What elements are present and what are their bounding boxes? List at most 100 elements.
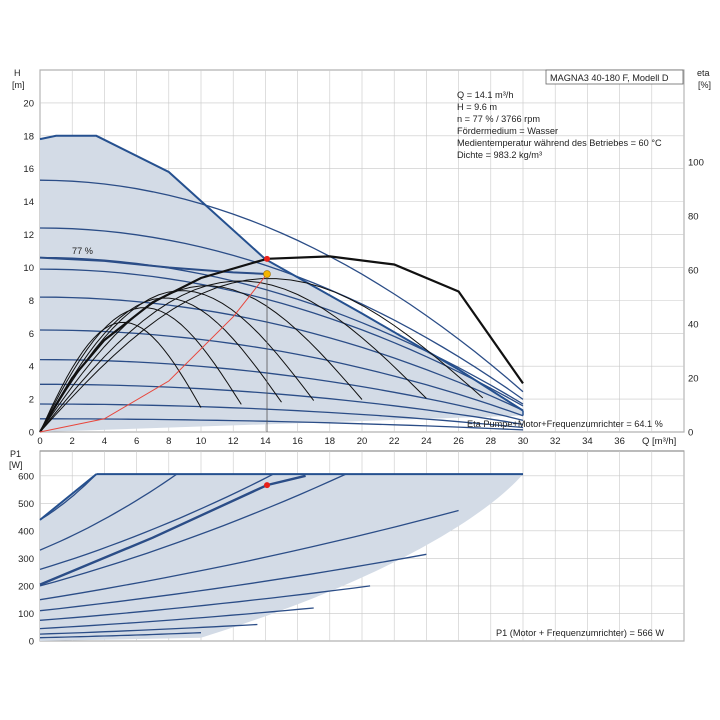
speed-label: 77 % — [72, 246, 93, 256]
x-tick-label: 6 — [134, 436, 139, 447]
info-line: Medientemperatur während des Betriebes =… — [457, 138, 662, 148]
efficiency-curve — [39, 307, 242, 433]
info-box: MAGNA3 40-180 F, Modell D Q = 14.1 m³/h … — [457, 69, 684, 160]
y-tick-label: 18 — [23, 131, 34, 142]
efficiency-curve — [39, 285, 363, 433]
x-tick-label: 18 — [325, 436, 336, 447]
h-axis-unit: [m] — [12, 80, 25, 90]
power-curve — [39, 473, 274, 571]
y-tick-label: 12 — [23, 230, 34, 241]
eta-axis-title: eta — [697, 68, 710, 78]
p1-tick-label: 600 — [18, 471, 34, 482]
efficiency-curve — [39, 278, 484, 433]
efficiency-curve — [39, 321, 202, 433]
x-tick-label: 10 — [196, 436, 207, 447]
x-tick-label: 0 — [37, 436, 42, 447]
power-curve — [39, 632, 202, 639]
x-tick-label: 34 — [582, 436, 593, 447]
x-tick-label: 8 — [166, 436, 171, 447]
x-tick-label: 30 — [518, 436, 529, 447]
p1-axis-unit: [W] — [9, 460, 23, 470]
y-tick-label: 2 — [29, 395, 34, 406]
model-label-box — [545, 69, 684, 85]
y-tick-label: 8 — [29, 296, 34, 307]
eta-tick-label: 60 — [688, 265, 699, 276]
p1-tick-label: 200 — [18, 581, 34, 592]
y-tick-label: 4 — [29, 362, 34, 373]
power-curve — [39, 623, 258, 635]
speed-curve — [39, 179, 524, 393]
power-point — [264, 482, 271, 489]
power-curve — [39, 585, 371, 621]
speed-curve-highlight — [39, 256, 268, 275]
speed-curve — [39, 403, 524, 429]
power-curve — [39, 553, 427, 612]
eta-axis-unit: [%] — [698, 80, 711, 90]
x-tick-label: 32 — [550, 436, 561, 447]
p1-axis-title: P1 — [10, 449, 21, 459]
eta-tick-label: 20 — [688, 373, 699, 384]
speed-curve — [39, 329, 524, 417]
eta-tick-label: 80 — [688, 211, 699, 222]
y-tick-label: 6 — [29, 329, 34, 340]
y-tick-label: 20 — [23, 98, 34, 109]
info-line: Fördermedium = Wasser — [457, 126, 558, 136]
head-plot: 0 2 4 6 8 10 12 14 16 18 20 22 24 26 28 30 32 34 360246810… — [23, 69, 704, 447]
eta-tick-label: 100 — [688, 157, 704, 168]
speed-curve — [39, 227, 524, 400]
x-tick-label: 16 — [292, 436, 303, 447]
y-tick-label: 10 — [23, 263, 34, 274]
efficiency-curve — [39, 280, 427, 433]
q-axis-title: Q [m³/h] — [642, 436, 676, 447]
info-line: Dichte = 983.2 kg/m³ — [457, 150, 542, 160]
max-power-edge — [39, 473, 97, 521]
x-tick-label: 4 — [102, 436, 107, 447]
x-tick-label: 14 — [260, 436, 271, 447]
info-line: H = 9.6 m — [457, 102, 497, 112]
power-envelope — [40, 474, 523, 641]
power-curve — [39, 473, 347, 587]
x-tick-label: 26 — [453, 436, 464, 447]
power-curve — [39, 473, 97, 521]
efficiency-curve-max — [39, 255, 524, 433]
speed-curve — [39, 268, 524, 407]
power-curve — [39, 509, 459, 601]
x-tick-label: 12 — [228, 436, 239, 447]
x-tick-label: 36 — [614, 436, 625, 447]
eta-tick-label: 0 — [688, 428, 693, 439]
power-curve — [39, 607, 314, 630]
p1-tick-label: 0 — [29, 637, 34, 648]
y-tick-label: 0 — [29, 428, 34, 439]
info-line: Q = 14.1 m³/h — [457, 90, 513, 100]
speed-curve — [40, 418, 524, 431]
power-plot: 0 100 200 300 400 500 600 — [18, 450, 685, 648]
speed-curve — [39, 358, 524, 422]
x-tick-label: 2 — [70, 436, 75, 447]
speed-curve — [40, 383, 524, 426]
eta-summary: Eta Pumpe+Motor+Frequenzumrichter = 64.1… — [467, 419, 663, 429]
speed-curve — [39, 296, 524, 411]
p1-tick-label: 300 — [18, 554, 34, 565]
x-tick-label: 22 — [389, 436, 400, 447]
duty-point — [263, 270, 271, 278]
p1-tick-label: 100 — [18, 609, 34, 620]
power-curve-highlight — [39, 474, 306, 586]
p1-tick-label: 500 — [18, 499, 34, 510]
power-curve — [39, 473, 178, 551]
y-tick-label: 16 — [23, 164, 34, 175]
efficiency-point — [264, 255, 271, 262]
p1-tick-label: 400 — [18, 526, 34, 537]
p1-summary: P1 (Motor + Frequenzumrichter) = 566 W — [496, 628, 664, 638]
system-curve — [39, 273, 268, 433]
x-tick-label: 28 — [486, 436, 497, 447]
h-axis-title: H — [14, 68, 21, 78]
operating-envelope — [40, 135, 523, 433]
eta-tick-label: 40 — [688, 319, 699, 330]
model-label: MAGNA3 40-180 F, Modell D — [550, 73, 669, 83]
x-tick-label: 24 — [421, 436, 432, 447]
info-line: n = 77 % / 3766 rpm — [457, 114, 540, 124]
x-tick-label: 20 — [357, 436, 368, 447]
max-speed-curve — [39, 134, 524, 412]
y-tick-label: 14 — [23, 197, 34, 208]
